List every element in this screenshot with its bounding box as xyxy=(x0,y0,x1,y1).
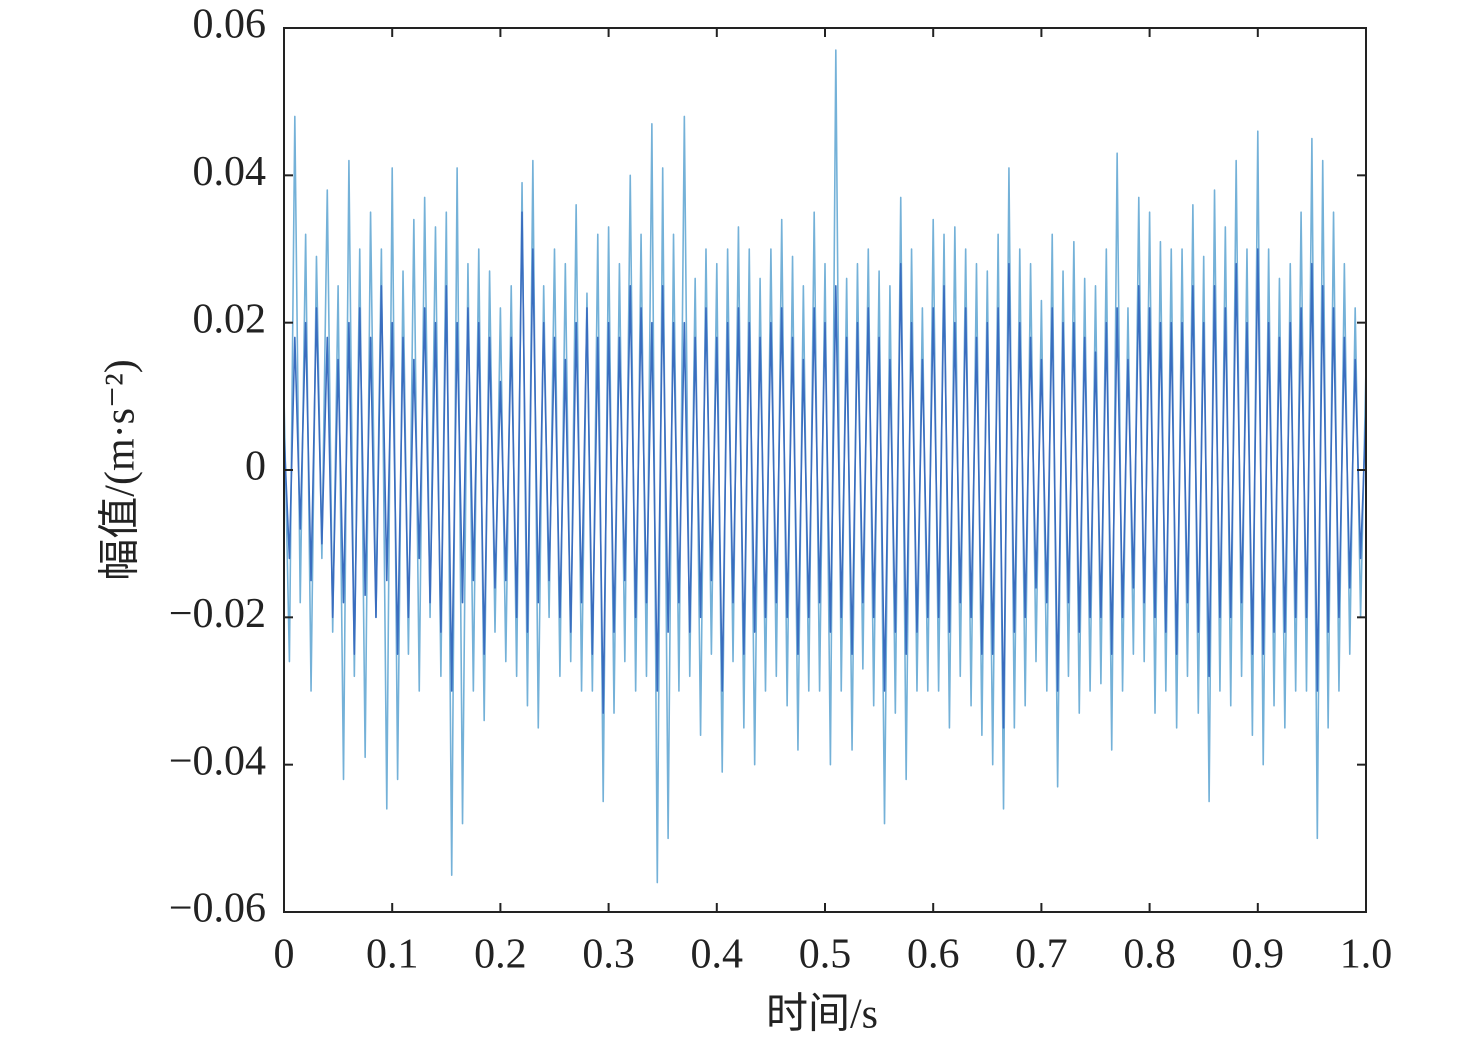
y-tick-label: −0.02 xyxy=(169,591,266,637)
x-tick-label: 0.7 xyxy=(1015,932,1068,978)
x-axis-label: 时间/s xyxy=(766,992,878,1038)
signal-line xyxy=(283,49,1367,884)
x-tick-label: 0.1 xyxy=(366,932,419,978)
x-tick-label: 0.5 xyxy=(799,932,852,978)
x-tick-label: 1.0 xyxy=(1340,932,1393,978)
y-axis-label: 幅值/(m·s⁻²) xyxy=(98,359,144,580)
x-tick-label: 0.8 xyxy=(1123,932,1176,978)
plot-frame xyxy=(283,27,1367,913)
y-tick-label: 0 xyxy=(245,444,266,490)
signal-line xyxy=(283,211,1367,729)
x-tick-label: 0.9 xyxy=(1232,932,1285,978)
x-tick-label: 0.4 xyxy=(691,932,744,978)
x-tick-label: 0.2 xyxy=(474,932,527,978)
y-tick-label: −0.06 xyxy=(169,886,266,932)
x-tick-label: 0.6 xyxy=(907,932,960,978)
x-tick-label: 0 xyxy=(274,932,295,978)
y-tick-label: 0.02 xyxy=(193,296,267,342)
y-tick-label: 0.06 xyxy=(193,2,267,48)
y-tick-label: 0.04 xyxy=(193,149,267,195)
y-tick-label: −0.04 xyxy=(169,738,266,784)
x-tick-label: 0.3 xyxy=(582,932,635,978)
